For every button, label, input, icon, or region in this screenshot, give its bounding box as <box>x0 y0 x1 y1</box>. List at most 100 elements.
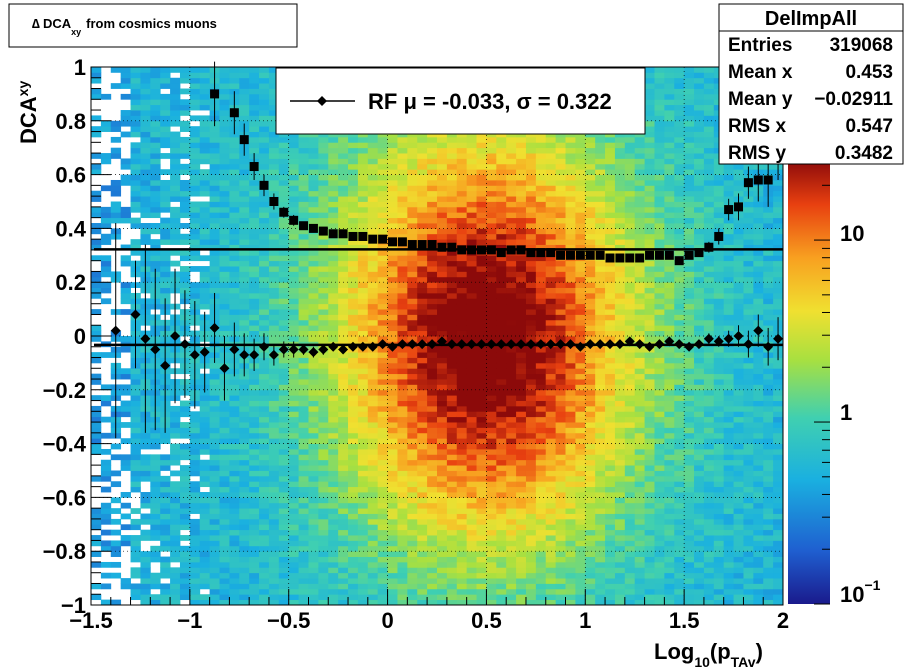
heatmap-cell <box>348 174 359 181</box>
heatmap-cell <box>367 260 379 267</box>
heatmap-cell <box>278 379 290 385</box>
heatmap-cell <box>298 336 309 342</box>
heatmap-cell <box>288 486 299 493</box>
heatmap-cell <box>595 244 606 251</box>
heatmap-cell <box>555 276 566 283</box>
heatmap-cell <box>357 411 369 418</box>
heatmap-cell <box>91 309 102 315</box>
heatmap-cell <box>249 475 260 482</box>
heatmap-cell <box>377 405 388 412</box>
heatmap-cell <box>367 405 379 412</box>
heatmap-cell <box>397 513 408 520</box>
heatmap-cell <box>179 411 191 418</box>
heatmap-cell <box>179 470 191 477</box>
heatmap-cell <box>535 153 547 159</box>
heatmap-cell <box>130 368 141 375</box>
heatmap-cell <box>387 395 398 401</box>
heatmap-cell <box>308 572 319 579</box>
heatmap-cell <box>476 136 487 143</box>
heatmap-cell <box>397 551 408 557</box>
heatmap-cell <box>338 540 349 547</box>
heatmap-cell <box>91 287 102 294</box>
heatmap-cell <box>427 475 438 482</box>
heatmap-cell <box>338 212 349 219</box>
heatmap-cell <box>575 206 586 213</box>
heatmap-cell <box>209 163 220 170</box>
heatmap-cell <box>565 233 576 240</box>
heatmap-cell <box>91 432 102 439</box>
heatmap-cell <box>328 196 339 202</box>
heatmap-cell <box>605 276 616 283</box>
heatmap-cell <box>239 379 250 385</box>
heatmap-cell <box>535 524 547 531</box>
heatmap-cell <box>417 158 428 165</box>
heatmap-cell <box>565 443 576 450</box>
heatmap-cell <box>456 578 468 584</box>
heatmap-cell <box>466 368 477 375</box>
heatmap-cell <box>605 249 616 256</box>
heatmap-cell <box>506 136 517 143</box>
heatmap-cell <box>516 233 527 240</box>
heatmap-cell <box>278 239 290 245</box>
heatmap-cell <box>605 561 616 568</box>
heatmap-cell <box>506 352 517 358</box>
heatmap-cell <box>407 395 418 401</box>
heatmap-cell <box>150 120 161 127</box>
heatmap-cell <box>476 379 487 385</box>
heatmap-cell <box>585 379 596 385</box>
heatmap-cell <box>259 551 270 557</box>
heatmap-cell <box>318 179 329 186</box>
heatmap-cell <box>387 551 398 557</box>
heatmap-cell <box>209 131 220 138</box>
heatmap-cell <box>367 206 379 213</box>
heatmap-cell <box>466 136 477 143</box>
heatmap-cell <box>476 147 487 154</box>
heatmap-cell <box>308 443 319 450</box>
heatmap-cell <box>348 276 359 283</box>
heatmap-cell <box>506 427 517 434</box>
heatmap-cell <box>427 481 438 488</box>
heatmap-cell <box>120 336 131 342</box>
heatmap-cell <box>229 136 240 143</box>
heatmap-cell <box>427 346 438 353</box>
heatmap-cell <box>318 201 329 208</box>
heatmap-cell <box>110 217 122 224</box>
heatmap-cell <box>427 314 438 321</box>
heatmap-cell <box>130 379 141 385</box>
heatmap-cell <box>170 174 181 181</box>
heatmap-cell <box>456 502 468 509</box>
heatmap-cell <box>130 169 141 175</box>
heatmap-cell <box>150 212 161 219</box>
heatmap-cell <box>278 217 290 224</box>
heatmap-cell <box>268 561 280 568</box>
heatmap-cell <box>367 196 379 202</box>
heatmap-cell <box>486 357 497 364</box>
heatmap-cell <box>338 594 349 601</box>
heatmap-cell <box>377 508 388 514</box>
heatmap-cell <box>328 486 339 493</box>
heatmap-cell <box>516 502 527 509</box>
heatmap-cell <box>387 524 398 531</box>
heatmap-cell <box>525 583 537 590</box>
heatmap-cell <box>545 362 557 369</box>
heatmap-cell <box>525 588 537 595</box>
heatmap-cell <box>585 179 596 186</box>
heatmap-cell <box>496 551 507 557</box>
heatmap-cell <box>605 357 616 364</box>
heatmap-cell <box>575 459 586 466</box>
heatmap-cell <box>575 416 586 423</box>
heatmap-cell <box>288 561 299 568</box>
heatmap-cell <box>259 427 270 434</box>
heatmap-cell <box>179 454 191 461</box>
heatmap-cell <box>486 411 497 418</box>
heatmap-cell <box>476 529 487 536</box>
heatmap-cell <box>437 465 448 471</box>
heatmap-cell <box>476 561 487 568</box>
heatmap-cell <box>298 513 309 520</box>
heatmap-cell <box>160 545 171 552</box>
heatmap-cell <box>585 169 596 175</box>
heatmap-cell <box>278 153 290 159</box>
heatmap-cell <box>308 475 319 482</box>
heatmap-cell <box>446 384 458 391</box>
heatmap-cell <box>298 545 309 552</box>
